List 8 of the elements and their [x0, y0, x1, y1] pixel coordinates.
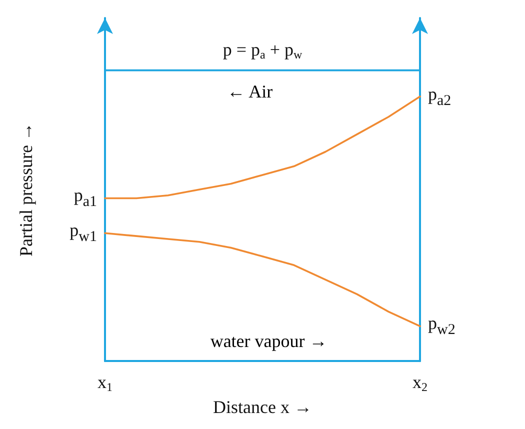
annotation: p$_{a1}$	[74, 185, 97, 210]
y-axis-title: Partial pressure →	[16, 122, 36, 257]
annotation: p$_{a2}$	[428, 84, 452, 108]
annotation: p$_{w2}$	[428, 313, 456, 338]
annotation: water vapour →	[210, 330, 328, 351]
x-axis-title: Distance x →	[213, 397, 312, 417]
annotation: p$_{w1}$	[70, 220, 97, 245]
annotation: ← Air	[227, 81, 273, 102]
